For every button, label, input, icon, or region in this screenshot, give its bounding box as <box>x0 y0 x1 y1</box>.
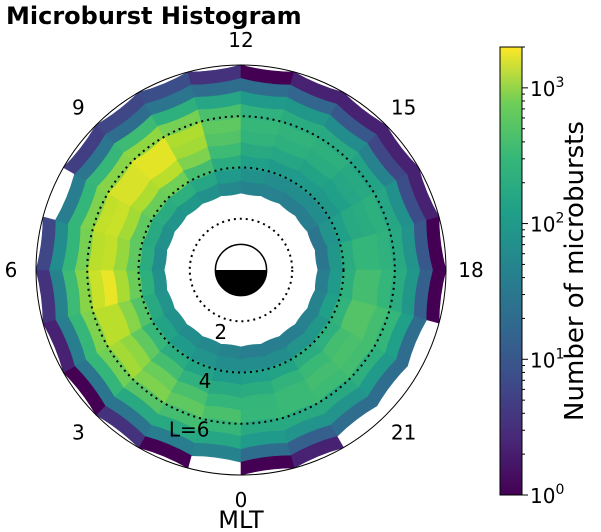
l-shell-ring <box>86 115 396 425</box>
colorbar-gradient <box>499 46 523 496</box>
colorbar-tick-label: 103 <box>530 75 564 101</box>
mlt-tick-label: 3 <box>72 421 85 445</box>
mlt-tick-label: 0 <box>235 488 248 512</box>
l-shell-label: 2 <box>214 320 227 344</box>
mlt-tick-label: 21 <box>391 421 416 445</box>
l-shell-ring <box>188 217 294 323</box>
mlt-tick-label: 6 <box>5 258 18 282</box>
histogram-bins <box>35 64 447 476</box>
l-shell-label: 4 <box>199 369 212 393</box>
chart-title: Microburst Histogram <box>6 2 302 30</box>
colorbar-label: Number of microbursts <box>560 121 590 421</box>
earth-icon <box>214 243 268 297</box>
mlt-axis-label: MLT <box>218 506 264 532</box>
earth-night-side <box>215 270 267 296</box>
mlt-tick-label: 9 <box>72 95 85 119</box>
polar-overlay <box>35 64 447 476</box>
mlt-tick-label: 15 <box>391 95 416 119</box>
outer-boundary <box>35 64 447 476</box>
l-shell-ring <box>137 166 345 374</box>
mlt-tick-label: 12 <box>228 28 253 52</box>
l-shell-labels: 2 4 L=6 <box>169 320 227 441</box>
mlt-tick-label: 18 <box>458 258 483 282</box>
colorbar-tick-label: 100 <box>530 482 564 508</box>
l-shell-label: L=6 <box>169 418 210 442</box>
mlt-tick-labels: 12 15 18 21 0 3 6 9 <box>5 28 484 512</box>
